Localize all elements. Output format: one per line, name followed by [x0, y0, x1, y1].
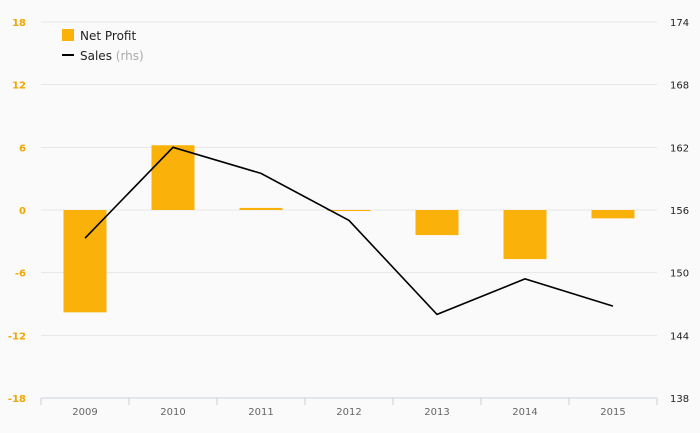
net-profit-bars — [63, 145, 635, 313]
x-tick-label: 2010 — [160, 407, 185, 418]
bar-net-profit-2014 — [503, 210, 547, 260]
legend-label-net-profit: Net Profit — [80, 29, 136, 43]
legend-label-sales: Sales (rhs) — [80, 49, 144, 63]
bar-net-profit-2015 — [591, 210, 635, 219]
y-right-tick-label: 144 — [670, 331, 689, 342]
x-tick-label: 2015 — [600, 407, 625, 418]
y-left-tick-label: 12 — [12, 81, 26, 92]
x-tick-label: 2012 — [336, 407, 361, 418]
y-right-tick-label: 156 — [670, 206, 689, 217]
y-right-tick-label: 150 — [670, 269, 689, 280]
bar-net-profit-2012 — [327, 210, 371, 212]
bar-net-profit-2011 — [239, 207, 283, 210]
x-tick-label: 2013 — [424, 407, 449, 418]
y-right-tick-label: 174 — [670, 18, 689, 29]
bar-net-profit-2009 — [63, 210, 107, 313]
y-left-tick-label: -18 — [8, 394, 26, 405]
legend-swatch-net-profit — [62, 29, 74, 41]
y-left-tick-label: 0 — [19, 206, 26, 217]
x-axis: 2009 2010 2011 2012 2013 2014 2015 — [40, 397, 658, 418]
bar-net-profit-2010 — [151, 145, 195, 210]
y-right-tick-label: 138 — [670, 394, 689, 405]
x-tick-label: 2014 — [512, 407, 537, 418]
y-left-tick-label: -6 — [15, 269, 26, 280]
gridlines — [41, 21, 657, 336]
x-tick-label: 2011 — [248, 407, 273, 418]
bar-net-profit-2013 — [415, 210, 459, 236]
x-tick-label: 2009 — [72, 407, 97, 418]
y-right-tick-label: 168 — [670, 81, 689, 92]
legend-sales-suffix: (rhs) — [116, 49, 144, 63]
y-left-tick-label: 6 — [19, 143, 26, 154]
legend: Net Profit Sales (rhs) — [62, 29, 144, 63]
y-left-tick-label: -12 — [8, 331, 26, 342]
y-left-tick-label: 18 — [12, 18, 26, 29]
y-right-tick-label: 162 — [670, 143, 689, 154]
sales-line — [84, 146, 614, 316]
legend-sales-name: Sales — [80, 49, 112, 63]
y-axis-right: 174 168 162 156 150 144 138 — [670, 18, 689, 405]
sales-line-group — [84, 146, 614, 316]
y-axis-left: 18 12 6 0 -6 -12 -18 — [8, 18, 26, 405]
